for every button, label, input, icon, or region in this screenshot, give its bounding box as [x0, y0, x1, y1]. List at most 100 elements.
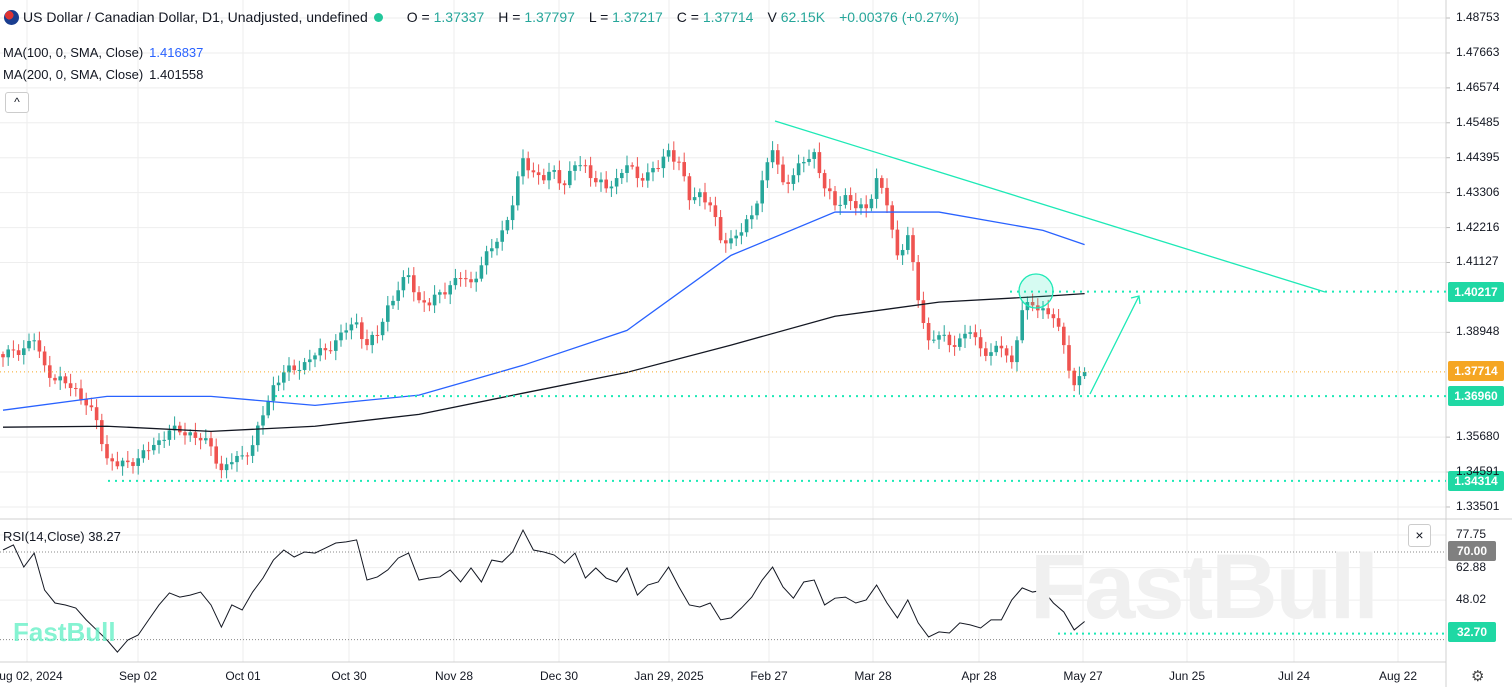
candle-body — [167, 430, 172, 440]
candle-body — [838, 204, 842, 206]
candle-body — [100, 420, 104, 445]
candle-body — [755, 203, 759, 216]
candle-body — [781, 164, 785, 183]
time-tick-label: Feb 27 — [750, 669, 788, 683]
candle-body — [713, 205, 718, 218]
candle-body — [204, 438, 208, 441]
candle-body — [895, 229, 900, 256]
candle-body — [734, 235, 738, 239]
candle-body — [573, 165, 577, 171]
candle-body — [68, 383, 73, 389]
candle-body — [973, 332, 978, 338]
candle-body — [921, 300, 926, 324]
candle-body — [599, 179, 603, 183]
candle-body — [802, 162, 806, 164]
candle-body — [412, 275, 416, 293]
time-tick-label: Nov 28 — [434, 669, 474, 683]
candle-body — [219, 463, 224, 471]
open-value: 1.37337 — [433, 9, 485, 25]
candle-body — [630, 165, 634, 167]
close-value: 1.37714 — [702, 9, 754, 25]
candle-body — [323, 348, 328, 351]
candle-body — [952, 345, 957, 347]
candle-body — [614, 178, 619, 187]
candle-body — [214, 446, 218, 464]
candle-body — [126, 460, 130, 463]
candle-body — [1004, 348, 1009, 356]
price-tick-label: 1.44395 — [1456, 149, 1500, 164]
candle-body — [807, 158, 811, 163]
candle-body — [651, 168, 655, 173]
candle-body — [302, 362, 307, 370]
candle-body — [178, 425, 182, 433]
rsi-tick-label: 77.75 — [1456, 527, 1487, 541]
candle-body — [1072, 370, 1076, 386]
candle-body — [604, 179, 608, 189]
candle-body — [859, 204, 863, 209]
candle-body — [521, 158, 525, 177]
candle-body — [848, 195, 853, 202]
candle-body — [978, 337, 983, 349]
candle-body — [708, 202, 712, 206]
candle-body — [1015, 340, 1019, 363]
us-canada-flag-icon — [4, 9, 19, 25]
candle-body — [32, 340, 36, 342]
candle-body — [984, 348, 988, 356]
candle-body — [427, 302, 432, 306]
candle-body — [682, 162, 686, 177]
candle-body — [115, 461, 120, 467]
candle-body — [198, 437, 203, 441]
symbol-title[interactable]: US Dollar / Canadian Dollar, D1, Unadjus… — [23, 9, 368, 25]
candle-body — [464, 278, 468, 280]
candle-body — [360, 322, 364, 340]
candle-body — [646, 172, 650, 181]
change-value: +0.00376 (+0.27%) — [839, 9, 959, 25]
price-tag-low: 1.34314 — [1448, 471, 1504, 491]
rsi-legend[interactable]: RSI(14,Close) 38.27 — [3, 529, 121, 544]
candle-body — [880, 178, 884, 188]
candle-body — [698, 192, 702, 198]
time-tick-label: Jun 25 — [1168, 669, 1206, 683]
candle-body — [594, 178, 598, 183]
candle-body — [94, 407, 99, 421]
price-tick-label: 1.34591 — [1456, 464, 1500, 479]
candle-body — [932, 339, 936, 341]
candle-body — [453, 278, 458, 286]
candle-body — [16, 350, 21, 356]
candle-body — [864, 204, 868, 209]
candle-body — [250, 445, 255, 456]
ma200-legend[interactable]: MA(200, 0, SMA, Close) 1.401558 — [3, 67, 203, 82]
candle-body — [692, 197, 697, 201]
candle-body — [890, 205, 894, 230]
collapse-legend-button[interactable]: ^ — [5, 92, 29, 113]
candle-body — [6, 349, 10, 358]
candle-body — [365, 339, 369, 346]
candle-body — [854, 201, 858, 209]
ma100-value: 1.416837 — [149, 45, 204, 60]
candle-body — [11, 349, 16, 351]
candle-body — [484, 251, 489, 266]
price-tick-label: 1.47663 — [1456, 44, 1500, 59]
candle-body — [557, 170, 562, 184]
candle-body — [141, 450, 146, 459]
close-rsi-button[interactable]: × — [1408, 524, 1431, 547]
candle-body — [230, 462, 234, 465]
rsi-line — [2, 528, 1085, 653]
candle-body — [27, 340, 31, 349]
price-tag-support: 1.36960 — [1448, 386, 1504, 406]
time-tick-label: Jan 29, 2025 — [634, 669, 704, 683]
time-tick-label: Oct 30 — [331, 669, 367, 683]
candle-body — [349, 324, 354, 331]
candle-body — [828, 188, 832, 192]
candle-body — [245, 455, 250, 457]
candle-body — [536, 172, 541, 176]
gear-icon[interactable]: ⚙ — [1471, 668, 1485, 685]
ma100-legend[interactable]: MA(100, 0, SMA, Close) 1.416837 — [3, 45, 203, 60]
candle-body — [495, 241, 499, 249]
candle-body — [282, 372, 286, 383]
candle-body — [833, 191, 837, 206]
candle-body — [1077, 376, 1082, 386]
time-tick-label: Dec 30 — [539, 669, 579, 683]
candle-body — [526, 158, 530, 171]
